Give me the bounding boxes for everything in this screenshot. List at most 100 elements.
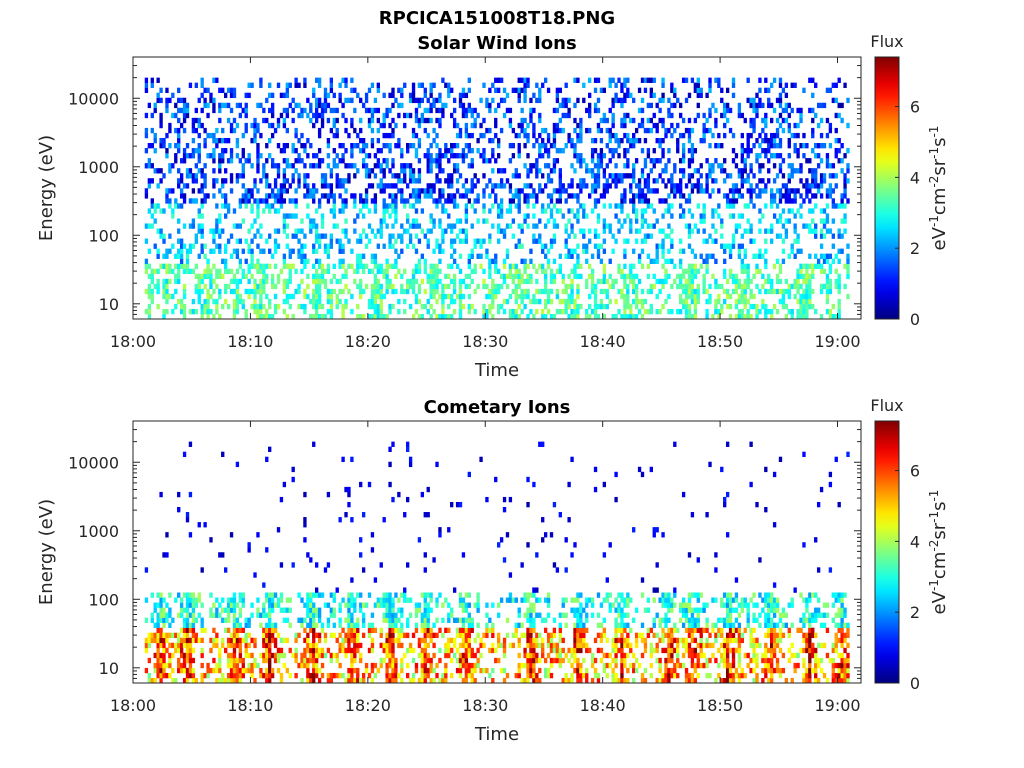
heatmap-cell bbox=[262, 642, 266, 649]
heatmap-cell bbox=[179, 238, 184, 244]
heatmap-cell bbox=[408, 92, 413, 99]
heatmap-cell bbox=[397, 298, 401, 305]
heatmap-cell bbox=[238, 652, 243, 659]
heatmap-cell bbox=[564, 228, 568, 234]
heatmap-cell bbox=[285, 637, 289, 644]
heatmap-cell bbox=[197, 278, 201, 285]
heatmap-cell bbox=[690, 213, 695, 219]
heatmap-cell bbox=[382, 158, 386, 164]
heatmap-cell bbox=[620, 122, 624, 129]
heatmap-cell bbox=[238, 607, 243, 613]
heatmap-cell bbox=[226, 268, 231, 275]
heatmap-cell bbox=[206, 258, 210, 264]
heatmap-cell bbox=[285, 127, 289, 134]
heatmap-cell bbox=[605, 303, 609, 310]
heatmap-cell bbox=[681, 153, 686, 159]
heatmap-cell bbox=[177, 228, 181, 234]
heatmap-cell bbox=[561, 308, 565, 315]
heatmap-cell bbox=[725, 203, 730, 209]
heatmap-cell bbox=[432, 278, 436, 285]
heatmap-cell bbox=[511, 173, 516, 179]
heatmap-cell bbox=[159, 208, 163, 214]
heatmap-cell bbox=[235, 632, 240, 639]
heatmap-cell bbox=[241, 667, 245, 674]
heatmap-cell bbox=[470, 158, 474, 164]
heatmap-cell bbox=[588, 92, 592, 99]
heatmap-cell bbox=[681, 168, 686, 174]
heatmap-cell bbox=[825, 188, 830, 194]
heatmap-cell bbox=[376, 148, 380, 154]
heatmap-cell bbox=[203, 672, 207, 679]
heatmap-cell bbox=[273, 178, 278, 184]
heatmap-cell bbox=[614, 132, 618, 139]
heatmap-cell bbox=[599, 193, 604, 199]
heatmap-cell bbox=[661, 153, 665, 159]
heatmap-cell bbox=[300, 303, 304, 310]
heatmap-cell bbox=[778, 92, 783, 99]
heatmap-cell bbox=[179, 243, 184, 249]
heatmap-cell bbox=[523, 97, 527, 104]
heatmap-cell bbox=[520, 258, 524, 264]
heatmap-cell bbox=[347, 592, 351, 598]
heatmap-cell bbox=[444, 283, 448, 290]
heatmap-cell bbox=[353, 632, 357, 639]
heatmap-cell bbox=[171, 677, 175, 684]
heatmap-cell bbox=[640, 213, 645, 219]
heatmap-cell bbox=[185, 592, 190, 598]
heatmap-cell bbox=[188, 491, 193, 498]
heatmap-cell bbox=[529, 308, 533, 315]
heatmap-cell bbox=[209, 607, 213, 613]
heatmap-cell bbox=[793, 198, 797, 204]
heatmap-cell bbox=[150, 82, 154, 88]
heatmap-cell bbox=[356, 672, 360, 679]
heatmap-cell bbox=[250, 137, 254, 144]
heatmap-cell bbox=[702, 283, 706, 290]
heatmap-cell bbox=[749, 183, 753, 189]
heatmap-cell bbox=[491, 168, 495, 174]
heatmap-cell bbox=[182, 102, 187, 109]
heatmap-cell bbox=[229, 657, 234, 664]
heatmap-cell bbox=[353, 647, 357, 654]
heatmap-cell bbox=[561, 102, 565, 109]
heatmap-cell bbox=[285, 92, 289, 99]
heatmap-cell bbox=[306, 662, 310, 669]
heatmap-cell bbox=[790, 308, 794, 315]
heatmap-cell bbox=[649, 87, 653, 94]
heatmap-cell bbox=[775, 143, 780, 149]
heatmap-cell bbox=[819, 178, 824, 184]
heatmap-cell bbox=[177, 273, 181, 280]
heatmap-cell bbox=[488, 233, 492, 239]
heatmap-cell bbox=[265, 622, 269, 628]
heatmap-cell bbox=[538, 168, 542, 174]
heatmap-cell bbox=[265, 203, 269, 209]
heatmap-cell bbox=[728, 173, 733, 179]
heatmap-cell bbox=[758, 288, 762, 295]
heatmap-cell bbox=[200, 662, 204, 669]
heatmap-cell bbox=[579, 127, 583, 134]
heatmap-cell bbox=[241, 183, 245, 189]
heatmap-cell bbox=[626, 303, 630, 310]
heatmap-cell bbox=[558, 298, 562, 305]
heatmap-cell bbox=[447, 198, 451, 204]
heatmap-cell bbox=[165, 602, 169, 608]
heatmap-cell bbox=[570, 268, 574, 275]
heatmap-cell bbox=[312, 642, 316, 649]
heatmap-cell bbox=[294, 168, 298, 174]
heatmap-cell bbox=[394, 213, 398, 219]
heatmap-cell bbox=[265, 117, 269, 124]
heatmap-cell bbox=[649, 303, 653, 310]
heatmap-cell bbox=[268, 107, 272, 114]
heatmap-cell bbox=[467, 107, 471, 114]
heatmap-cell bbox=[458, 298, 463, 305]
heatmap-cell bbox=[185, 512, 190, 518]
heatmap-cell bbox=[229, 642, 234, 649]
heatmap-cell bbox=[147, 313, 152, 320]
heatmap-cell bbox=[549, 208, 554, 214]
heatmap-cell bbox=[359, 288, 363, 295]
heatmap-cell bbox=[411, 132, 416, 139]
heatmap-cell bbox=[731, 132, 736, 139]
heatmap-cell bbox=[561, 213, 565, 219]
heatmap-cell bbox=[790, 313, 794, 320]
heatmap-cell bbox=[224, 283, 228, 290]
heatmap-cell bbox=[520, 308, 524, 315]
